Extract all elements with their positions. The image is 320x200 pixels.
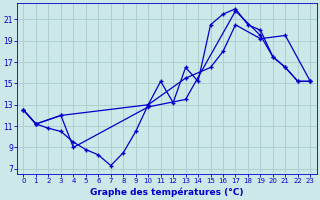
X-axis label: Graphe des températures (°C): Graphe des températures (°C) bbox=[90, 187, 244, 197]
